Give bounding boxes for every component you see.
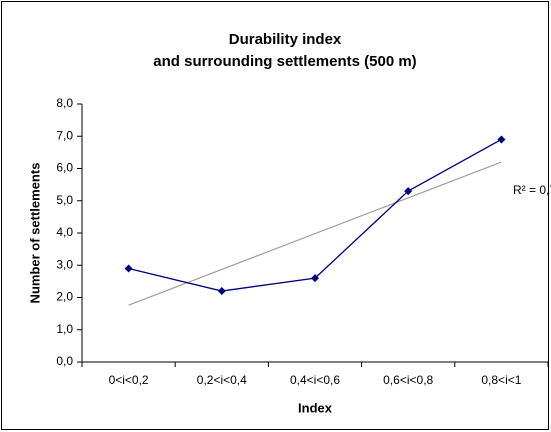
- data-point: [404, 187, 413, 196]
- x-tick-label: 0,4<i<0,6: [290, 373, 340, 387]
- x-tick-label: 0,8<i<1: [481, 373, 521, 387]
- data-point: [217, 287, 226, 296]
- data-point: [497, 135, 506, 144]
- trendline: [128, 161, 502, 306]
- y-tick-label: 0,0: [56, 354, 73, 368]
- y-tick-label: 7,0: [56, 128, 73, 142]
- x-tick-label: 0<i<0,2: [109, 373, 149, 387]
- y-tick-label: 1,0: [56, 322, 73, 336]
- y-tick-label: 5,0: [56, 193, 73, 207]
- y-axis-label: Number of settlements: [27, 163, 42, 304]
- x-tick-label: 0,2<i<0,4: [197, 373, 247, 387]
- chart-title: Durability index: [229, 31, 342, 48]
- trendline-label: R² = 0,76: [513, 183, 551, 197]
- y-tick-label: 2,0: [56, 290, 73, 304]
- chart-title: and surrounding settlements (500 m): [153, 53, 416, 70]
- y-tick-label: 6,0: [56, 161, 73, 175]
- y-tick-label: 4,0: [56, 225, 73, 239]
- y-tick-label: 3,0: [56, 257, 73, 271]
- x-tick-label: 0,6<i<0,8: [383, 373, 433, 387]
- data-point: [124, 264, 133, 273]
- data-point: [311, 274, 319, 283]
- y-tick-label: 8,0: [56, 96, 73, 110]
- x-axis-label: Index: [298, 400, 333, 415]
